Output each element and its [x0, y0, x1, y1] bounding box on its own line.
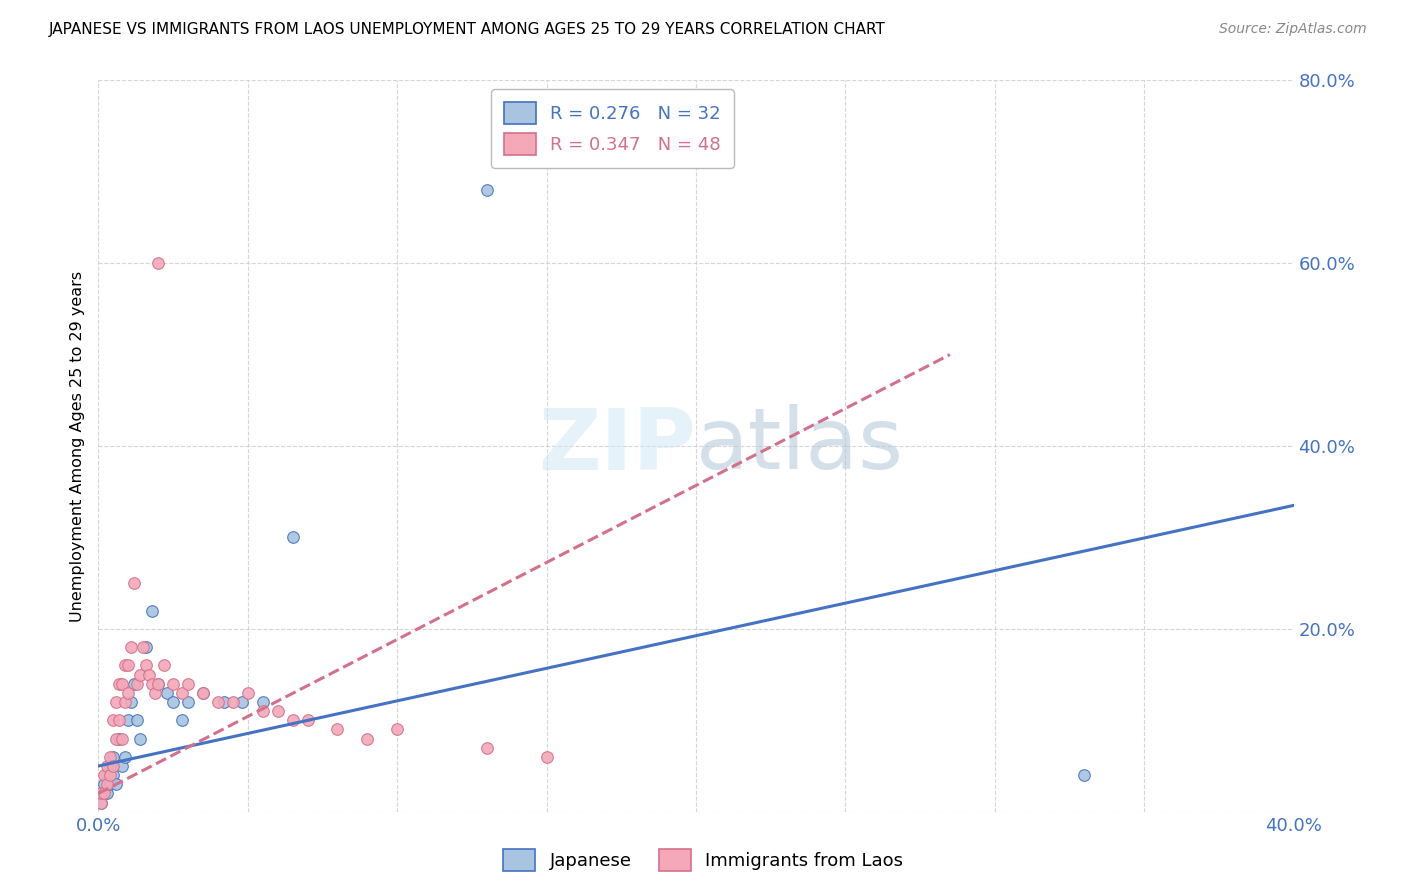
Point — [129, 667, 152, 681]
Point — [105, 731, 128, 746]
Point — [252, 704, 274, 718]
Point — [96, 777, 118, 791]
Point — [177, 676, 200, 690]
Point — [297, 714, 319, 728]
Point — [148, 676, 170, 690]
Point — [114, 695, 136, 709]
Point — [90, 796, 112, 810]
Point — [191, 686, 214, 700]
Y-axis label: Unemployment Among Ages 25 to 29 years: Unemployment Among Ages 25 to 29 years — [69, 270, 84, 622]
Point — [90, 796, 112, 810]
Point — [103, 749, 125, 764]
Text: JAPANESE VS IMMIGRANTS FROM LAOS UNEMPLOYMENT AMONG AGES 25 TO 29 YEARS CORRELAT: JAPANESE VS IMMIGRANTS FROM LAOS UNEMPLO… — [49, 22, 886, 37]
Point — [93, 777, 115, 791]
Text: ZIP: ZIP — [538, 404, 696, 488]
Point — [96, 787, 118, 801]
Point — [141, 676, 163, 690]
Point — [124, 676, 146, 690]
Point — [127, 714, 149, 728]
Point — [222, 695, 245, 709]
Point — [96, 768, 118, 782]
Point — [105, 777, 128, 791]
Point — [162, 676, 184, 690]
Point — [124, 576, 146, 591]
Point — [135, 640, 157, 655]
Point — [148, 676, 170, 690]
Point — [207, 695, 229, 709]
Point — [90, 787, 112, 801]
Point — [114, 658, 136, 673]
Point — [129, 731, 152, 746]
Point — [98, 749, 122, 764]
Point — [252, 695, 274, 709]
Point — [98, 759, 122, 773]
Point — [103, 759, 125, 773]
Point — [127, 676, 149, 690]
Point — [212, 695, 235, 709]
Point — [385, 723, 409, 737]
Point — [172, 686, 194, 700]
Point — [475, 740, 498, 755]
Point — [172, 714, 194, 728]
Point — [120, 640, 142, 655]
Point — [281, 714, 304, 728]
Point — [143, 686, 166, 700]
Point — [93, 787, 115, 801]
Point — [114, 749, 136, 764]
Point — [177, 695, 200, 709]
Point — [138, 667, 160, 681]
Point — [108, 714, 131, 728]
Point — [93, 768, 115, 782]
Point — [231, 695, 253, 709]
Legend: R = 0.276   N = 32, R = 0.347   N = 48: R = 0.276 N = 32, R = 0.347 N = 48 — [491, 89, 734, 168]
Text: Source: ZipAtlas.com: Source: ZipAtlas.com — [1219, 22, 1367, 37]
Text: atlas: atlas — [696, 404, 904, 488]
Point — [98, 777, 122, 791]
Point — [132, 640, 155, 655]
Point — [162, 695, 184, 709]
Point — [326, 723, 349, 737]
Point — [108, 676, 131, 690]
Point — [120, 695, 142, 709]
Point — [135, 658, 157, 673]
Point — [236, 686, 259, 700]
Point — [117, 714, 139, 728]
Point — [96, 759, 118, 773]
Point — [536, 749, 558, 764]
Point — [356, 731, 378, 746]
Point — [111, 759, 134, 773]
Legend: Japanese, Immigrants from Laos: Japanese, Immigrants from Laos — [495, 842, 911, 879]
Point — [141, 603, 163, 617]
Point — [111, 676, 134, 690]
Point — [117, 686, 139, 700]
Point — [108, 731, 131, 746]
Point — [475, 183, 498, 197]
Point — [281, 530, 304, 544]
Point — [267, 704, 290, 718]
Point — [105, 695, 128, 709]
Point — [1073, 768, 1095, 782]
Point — [103, 768, 125, 782]
Point — [117, 658, 139, 673]
Point — [103, 714, 125, 728]
Point — [153, 658, 176, 673]
Point — [98, 768, 122, 782]
Point — [156, 686, 179, 700]
Point — [148, 256, 170, 270]
Point — [191, 686, 214, 700]
Point — [111, 731, 134, 746]
Point — [93, 787, 115, 801]
